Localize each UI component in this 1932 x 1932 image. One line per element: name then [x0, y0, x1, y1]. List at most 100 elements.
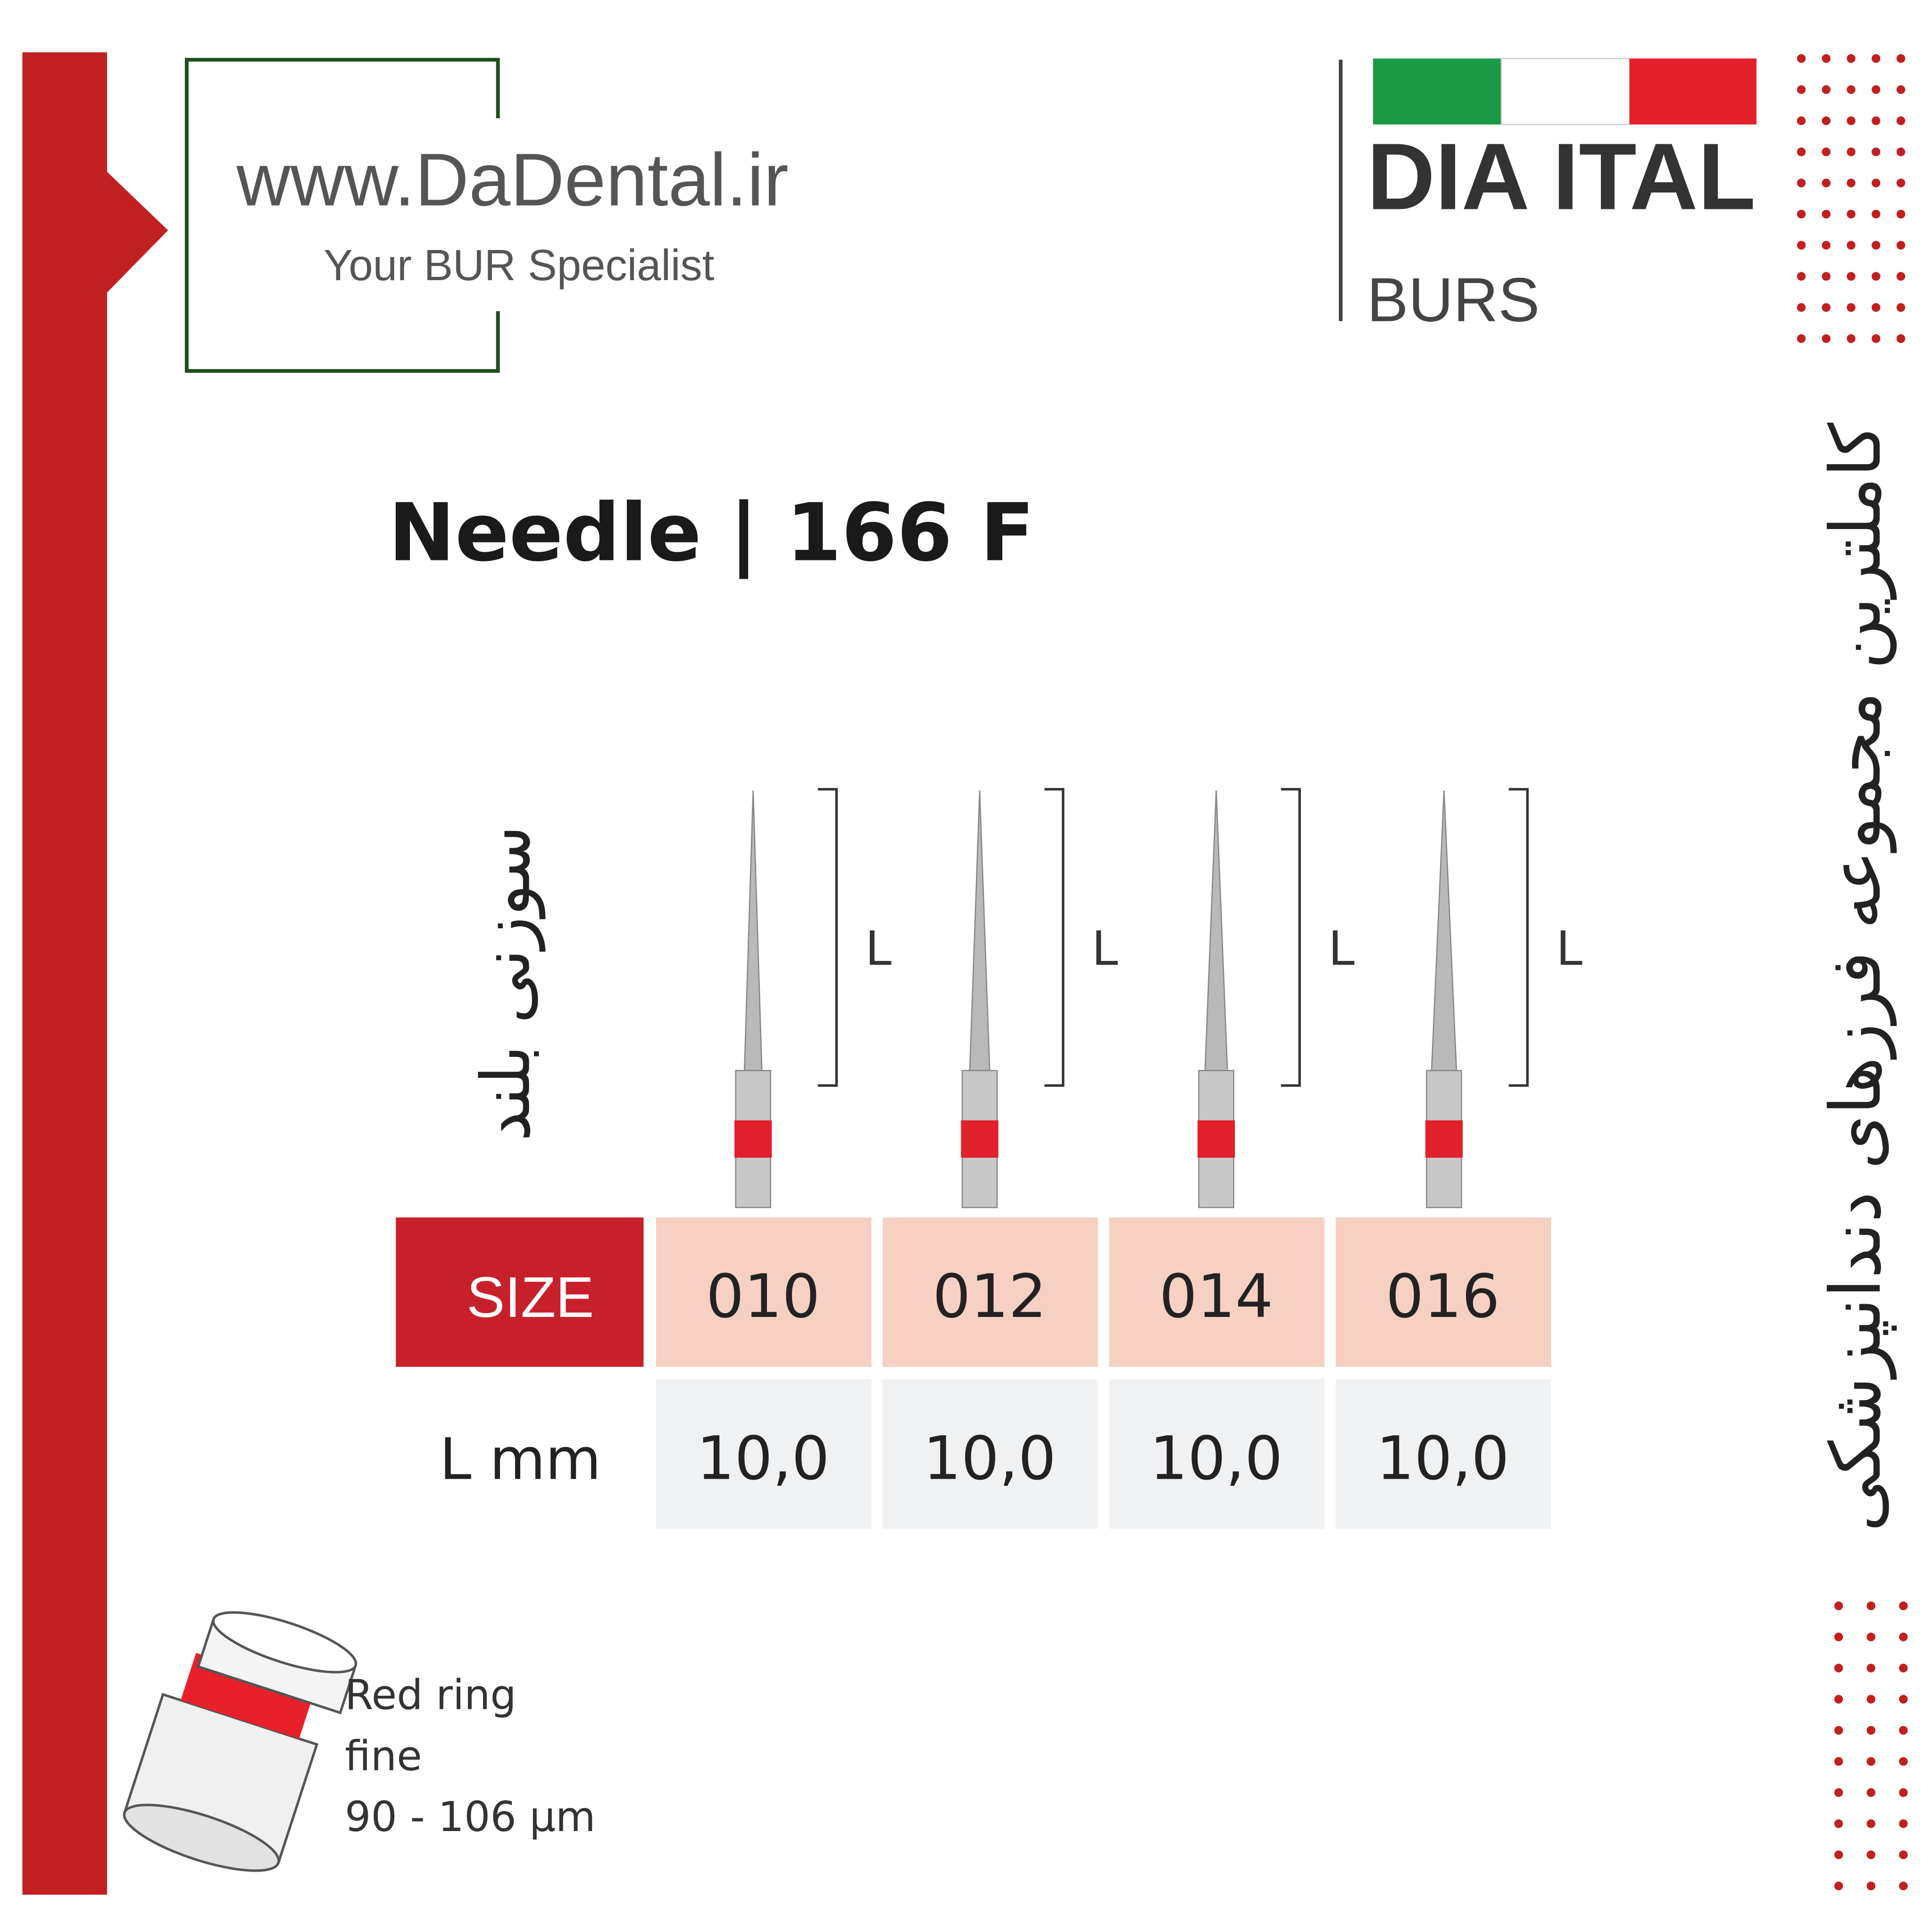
dot: [1899, 1726, 1908, 1735]
dot: [1872, 241, 1881, 250]
dot: [1822, 241, 1831, 250]
dot: [1822, 178, 1831, 188]
dot: [1822, 54, 1831, 63]
dot: [1834, 1850, 1843, 1859]
dot: [1847, 147, 1856, 157]
dot: [1896, 334, 1906, 343]
dot: [1899, 1788, 1908, 1797]
dot: [1872, 209, 1881, 219]
length-value: 10,0: [1149, 1423, 1282, 1493]
persian-label: سوزنی بلند: [467, 825, 546, 1141]
dot: [1797, 85, 1806, 94]
dot: [1847, 116, 1856, 125]
flag-red: [1629, 58, 1757, 125]
dot: [1896, 54, 1906, 63]
size-value: 016: [1386, 1261, 1500, 1331]
size-cell: [883, 1217, 1098, 1367]
dot: [1834, 1664, 1843, 1673]
dot: [1797, 272, 1806, 281]
dot: [1822, 272, 1831, 281]
brand: DIA ITAL: [1367, 123, 1756, 229]
dot: [1899, 1664, 1908, 1673]
dot: [1872, 272, 1881, 281]
length-value: 10,0: [923, 1423, 1056, 1493]
length-label: L: [1328, 921, 1355, 976]
dot: [1899, 1601, 1908, 1610]
dot: [1797, 303, 1806, 312]
row-label: L mm: [440, 1425, 601, 1492]
dot: [1899, 1695, 1908, 1704]
dot: [1797, 209, 1806, 219]
length-label: L: [1556, 921, 1582, 976]
dot: [1834, 1695, 1843, 1704]
size-value: 012: [933, 1261, 1047, 1331]
dot: [1896, 241, 1906, 250]
dot: [1896, 303, 1906, 312]
dot: [1822, 85, 1831, 94]
size-cell: [656, 1217, 872, 1367]
length-bracket: [1044, 788, 1065, 1087]
size-header-cell: [396, 1217, 644, 1367]
dot: [1866, 1757, 1875, 1766]
dot: [1866, 1850, 1875, 1859]
length-value: 10,0: [1376, 1423, 1509, 1493]
dot: [1834, 1757, 1843, 1766]
dot: [1847, 209, 1856, 219]
dot: [1899, 1850, 1908, 1859]
dot: [1872, 334, 1881, 343]
dot: [1822, 334, 1831, 343]
dot: [1834, 1601, 1843, 1610]
dot: [1797, 54, 1806, 63]
dot: [1866, 1819, 1875, 1828]
legend-line: 90 - 106 µm: [345, 1793, 596, 1841]
dot: [1896, 147, 1906, 157]
length-cell: [656, 1379, 872, 1529]
dot: [1899, 1757, 1908, 1766]
size-value: 010: [706, 1261, 820, 1331]
length-cell: [1109, 1379, 1325, 1529]
dot: [1872, 147, 1881, 157]
dot: [1866, 1726, 1875, 1735]
bur-ring: [1197, 1120, 1235, 1158]
dot: [1899, 1882, 1908, 1890]
flag-green: [1373, 58, 1501, 125]
legend-line: fine: [345, 1732, 422, 1780]
dot: [1847, 334, 1856, 343]
dot: [1872, 178, 1881, 188]
length-label: L: [865, 921, 891, 976]
dot: [1896, 116, 1906, 125]
dot: [1822, 209, 1831, 219]
length-value: 10,0: [697, 1423, 830, 1493]
flag-white: [1500, 58, 1630, 125]
red-side-bar: [22, 52, 168, 1895]
dot: [1834, 1882, 1843, 1890]
dot: [1896, 272, 1906, 281]
length-bracket: [1281, 788, 1301, 1087]
dot: [1797, 116, 1806, 125]
length-cell: [1335, 1379, 1551, 1529]
dot: [1866, 1788, 1875, 1797]
dot: [1899, 1632, 1908, 1641]
dot: [1834, 1788, 1843, 1797]
dot: [1899, 1819, 1908, 1828]
logo-frame: [184, 58, 500, 373]
dot: [1896, 209, 1906, 219]
legend-line: Red ring: [345, 1671, 516, 1719]
size-cell: [1335, 1217, 1551, 1367]
dot: [1866, 1695, 1875, 1704]
dot: [1872, 54, 1881, 63]
dot: [1866, 1882, 1875, 1890]
side-text: کاملترین مجموعه فرزهای دندانپزشکی: [1815, 422, 1897, 1532]
dot: [1866, 1664, 1875, 1673]
dot: [1834, 1632, 1843, 1641]
brand-sub: BURS: [1367, 265, 1540, 334]
dot: [1847, 85, 1856, 94]
bur-ring: [734, 1120, 772, 1158]
length-cell: [883, 1379, 1098, 1529]
dot: [1847, 54, 1856, 63]
dot: [1797, 241, 1806, 250]
dot: [1847, 303, 1856, 312]
